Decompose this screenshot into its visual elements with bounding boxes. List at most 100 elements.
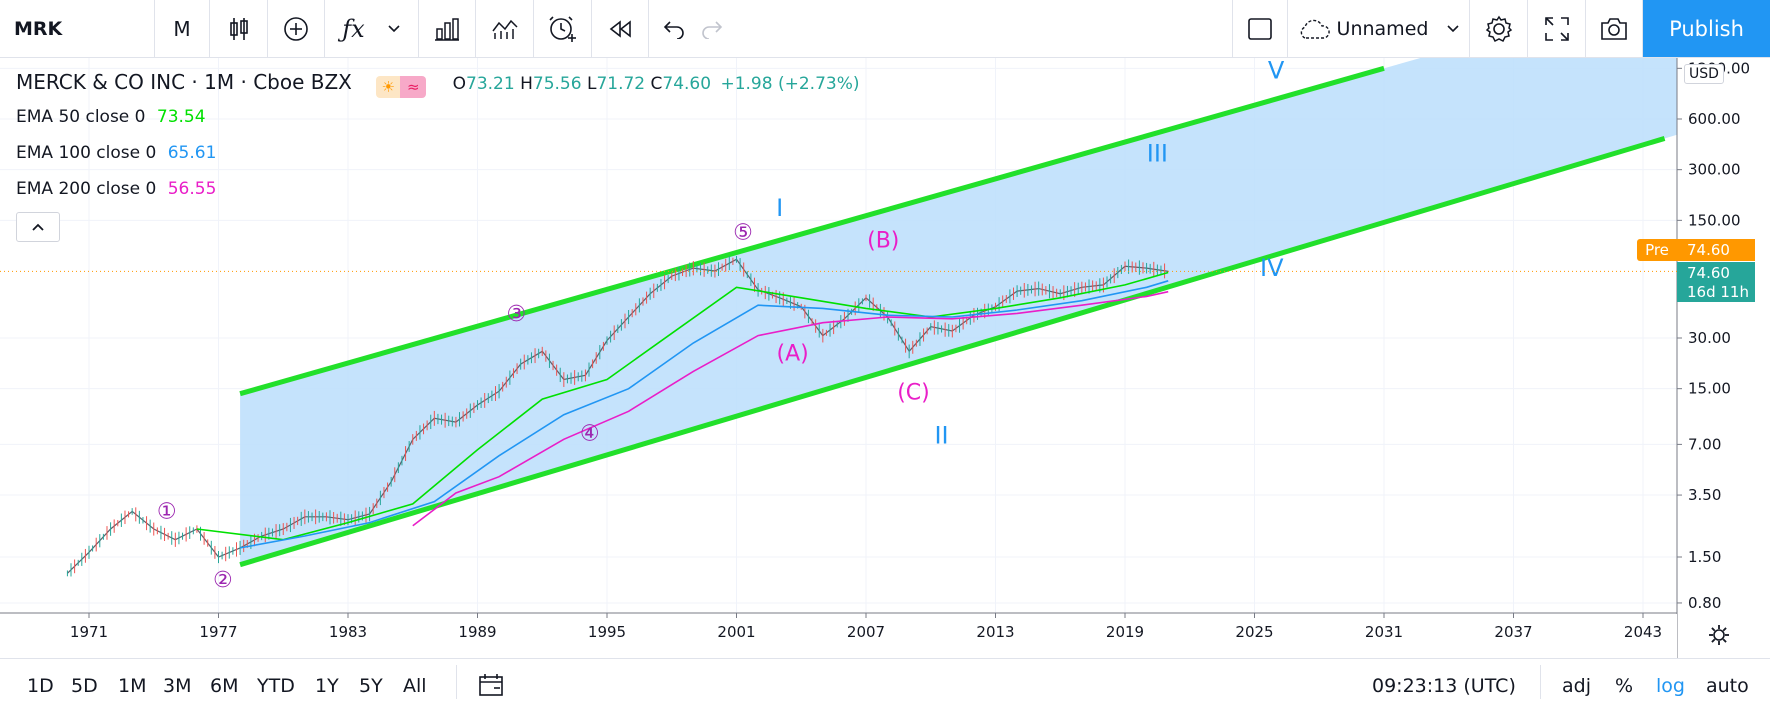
publish-label: Publish [1669, 16, 1744, 41]
wave-label: I [776, 194, 783, 222]
clock-display[interactable]: 09:23:13 (UTC) [1372, 675, 1516, 697]
range-all[interactable]: All [403, 675, 427, 697]
x-tick-label: 2013 [976, 623, 1014, 641]
replay-button[interactable] [592, 0, 649, 57]
alert-button[interactable] [534, 0, 592, 57]
x-tick-label: 1971 [70, 623, 108, 641]
x-tick-label: 2031 [1365, 623, 1403, 641]
fullscreen-button[interactable] [1528, 0, 1586, 57]
range-ytd[interactable]: YTD [257, 675, 295, 697]
alert-icon [548, 15, 576, 42]
percent-toggle[interactable]: % [1615, 675, 1634, 697]
price-axis-bg [1678, 58, 1770, 658]
x-tick-label: 1995 [588, 623, 626, 641]
compare-button[interactable] [268, 0, 325, 57]
range-5y[interactable]: 5Y [359, 675, 383, 697]
wave-label: II [934, 421, 948, 449]
y-tick-label: 15.00 [1688, 380, 1731, 398]
ema-200-label: EMA 200 close 0 [16, 179, 157, 199]
ema-100-value: 65.61 [167, 143, 217, 163]
l-value: 71.72 [596, 74, 646, 94]
wave-label: (A) [777, 341, 809, 366]
axis-settings-icon[interactable] [1709, 625, 1729, 645]
range-1y[interactable]: 1Y [315, 675, 339, 697]
chevron-down-icon [1447, 24, 1460, 32]
pre-value: 74.60 [1687, 241, 1730, 259]
replay-icon [609, 19, 631, 38]
c-label: C [650, 74, 663, 94]
axes: 1200.00600.00300.00150.0030.0015.007.003… [0, 58, 1770, 658]
save-layout-button[interactable]: Unnamed [1288, 0, 1470, 57]
series [66, 256, 1169, 577]
session-icon[interactable]: ☀ [376, 76, 401, 98]
ema-100-line [239, 280, 1169, 549]
layout-select-button[interactable] [1232, 0, 1288, 57]
chart-style-button[interactable] [210, 0, 268, 57]
ema-200-value: 56.55 [167, 179, 217, 199]
symbol-label: MRK [14, 17, 63, 40]
fundamentals-icon [491, 19, 518, 39]
pre-label: Pre [1645, 241, 1669, 259]
rectangle-icon [1248, 17, 1272, 40]
fundamentals-button[interactable] [476, 0, 534, 57]
market-status-icon[interactable]: ≈ [400, 76, 427, 98]
currency-badge[interactable]: USD [1684, 64, 1724, 84]
ohlc-values: O73.21 H75.56 L71.72 C74.60 +1.98 (+2.73… [453, 74, 860, 94]
snapshot-button[interactable] [1586, 0, 1643, 57]
undo-icon[interactable] [662, 19, 686, 39]
last-price: 74.60 [1687, 264, 1730, 282]
range-1d[interactable]: 1D [27, 675, 54, 697]
ema-200-legend[interactable]: EMA 200 close 0 56.55 [16, 179, 216, 199]
range-1m[interactable]: 1M [118, 675, 147, 697]
templates-button[interactable] [419, 0, 476, 57]
y-tick-label: 0.80 [1688, 594, 1721, 612]
candles-icon [229, 17, 248, 40]
h-label: H [520, 74, 533, 94]
y-tick-label: 300.00 [1688, 161, 1741, 179]
x-tick-label: 2007 [847, 623, 885, 641]
top-toolbar: MRK M ƒx Unnamed Publish [0, 0, 1770, 58]
adj-toggle[interactable]: adj [1562, 675, 1591, 697]
settings-icon [1485, 15, 1512, 42]
x-tick-label: 2001 [717, 623, 755, 641]
o-value: 73.21 [466, 74, 515, 94]
l-label: L [586, 74, 597, 94]
ema-50-legend[interactable]: EMA 50 close 0 73.54 [16, 107, 206, 127]
symbol-search-button[interactable]: MRK [0, 0, 155, 57]
auto-toggle[interactable]: auto [1706, 675, 1749, 697]
wave-label: IV [1260, 254, 1284, 282]
publish-button[interactable]: Publish [1643, 0, 1770, 57]
add-compare-icon [284, 16, 308, 41]
ema-50-value: 73.54 [156, 107, 206, 127]
settings-button[interactable] [1470, 0, 1528, 57]
chevron-down-icon [388, 24, 400, 32]
range-3m[interactable]: 3M [163, 675, 192, 697]
redo-icon[interactable] [700, 19, 724, 39]
y-tick-label: 7.00 [1688, 435, 1721, 453]
indicators-button[interactable]: ƒx [325, 0, 419, 57]
y-tick-label: 3.50 [1688, 486, 1721, 504]
indicators-icon: ƒx [342, 14, 365, 43]
goto-date-button[interactable] [478, 673, 504, 701]
calendar-icon [479, 674, 503, 696]
collapse-legend-button[interactable] [16, 212, 60, 242]
x-tick-label: 1983 [329, 623, 367, 641]
h-value: 75.56 [532, 74, 582, 94]
ema-100-legend[interactable]: EMA 100 close 0 65.61 [16, 143, 216, 163]
layout-name: Unnamed [1336, 17, 1429, 40]
range-6m[interactable]: 6M [210, 675, 239, 697]
interval-button[interactable]: M [155, 0, 210, 57]
camera-icon [1601, 17, 1627, 40]
y-tick-label: 600.00 [1688, 110, 1741, 128]
y-tick-label: 30.00 [1688, 329, 1731, 347]
ema-100-label: EMA 100 close 0 [16, 143, 157, 163]
log-toggle[interactable]: log [1656, 675, 1685, 697]
x-tick-label: 1977 [199, 623, 237, 641]
symbol-legend: MERCK & CO INC · 1M · Cboe BZX ☀ ≈ O73.21… [16, 70, 859, 98]
c-value: 74.60 [662, 74, 712, 94]
divider [1540, 665, 1541, 699]
x-tick-label: 1989 [458, 623, 496, 641]
range-5d[interactable]: 5D [71, 675, 98, 697]
